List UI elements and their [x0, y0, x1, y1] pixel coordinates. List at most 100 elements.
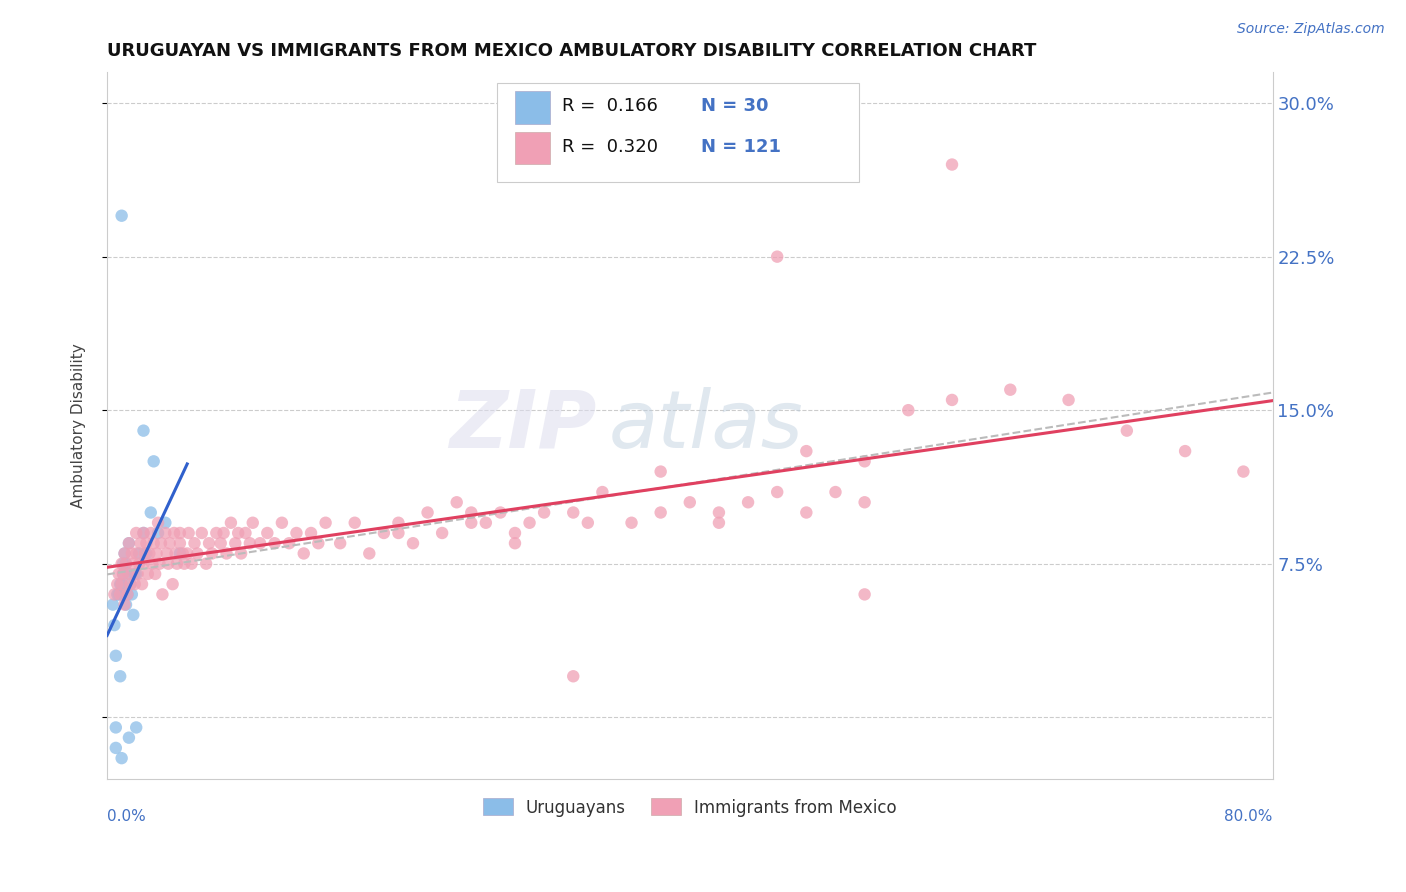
Point [235, 526, 257, 541]
Point [115, 557, 138, 571]
Point [139, 526, 162, 541]
Point [117, 587, 139, 601]
Point [180, 557, 202, 571]
Point [226, 526, 249, 541]
Point [387, 526, 409, 541]
Point [132, 424, 155, 438]
Point [591, 485, 613, 500]
Point [209, 536, 232, 550]
Point [148, 557, 170, 571]
Point [173, 557, 195, 571]
Point [111, 751, 134, 765]
Point [115, 598, 138, 612]
Point [107, 587, 129, 601]
FancyBboxPatch shape [515, 92, 550, 124]
Point [118, 731, 141, 745]
Text: Source: ZipAtlas.com: Source: ZipAtlas.com [1237, 22, 1385, 37]
Point [111, 577, 134, 591]
Point [118, 566, 141, 581]
Point [766, 250, 789, 264]
Point [132, 526, 155, 541]
Point [112, 557, 135, 571]
Point [142, 536, 165, 550]
Point [205, 526, 228, 541]
Point [176, 546, 198, 560]
Point [132, 526, 155, 541]
Point [146, 526, 169, 541]
Text: atlas: atlas [609, 386, 803, 465]
Point [460, 506, 482, 520]
Text: URUGUAYAN VS IMMIGRANTS FROM MEXICO AMBULATORY DISABILITY CORRELATION CHART: URUGUAYAN VS IMMIGRANTS FROM MEXICO AMBU… [107, 42, 1036, 60]
Point [135, 546, 157, 560]
Point [103, 587, 125, 601]
Point [650, 506, 672, 520]
Text: R =  0.166: R = 0.166 [561, 97, 658, 115]
Point [120, 577, 142, 591]
Point [897, 403, 920, 417]
Point [118, 536, 141, 550]
Point [475, 516, 498, 530]
Point [796, 444, 818, 458]
Point [191, 526, 214, 541]
Point [125, 546, 148, 560]
Point [125, 721, 148, 735]
Point [155, 516, 177, 530]
Text: N = 121: N = 121 [702, 137, 782, 155]
Point [169, 526, 191, 541]
Point [142, 454, 165, 468]
Point [131, 577, 153, 591]
Point [121, 587, 143, 601]
Point [853, 454, 876, 468]
Point [124, 566, 146, 581]
Point [201, 546, 224, 560]
Point [941, 157, 963, 171]
FancyBboxPatch shape [515, 132, 550, 164]
Point [143, 566, 166, 581]
Point [562, 506, 585, 520]
Point [242, 516, 264, 530]
Point [707, 506, 730, 520]
Point [121, 546, 143, 560]
Point [169, 536, 191, 550]
Point [215, 546, 238, 560]
Point [285, 526, 308, 541]
Point [141, 557, 163, 571]
Point [134, 546, 156, 560]
Point [183, 536, 205, 550]
Point [198, 536, 221, 550]
Point [460, 516, 482, 530]
Point [239, 536, 262, 550]
FancyBboxPatch shape [498, 83, 859, 182]
Point [117, 587, 139, 601]
Point [145, 546, 167, 560]
Point [177, 526, 200, 541]
Point [853, 587, 876, 601]
Point [853, 495, 876, 509]
Point [138, 546, 160, 560]
Point [149, 536, 172, 550]
Point [112, 566, 135, 581]
Point [229, 546, 252, 560]
Point [343, 516, 366, 530]
Point [737, 495, 759, 509]
Point [416, 506, 439, 520]
Legend: Uruguayans, Immigrants from Mexico: Uruguayans, Immigrants from Mexico [477, 792, 904, 823]
Point [796, 506, 818, 520]
Point [114, 546, 136, 560]
Point [125, 566, 148, 581]
Point [111, 209, 134, 223]
Point [186, 546, 208, 560]
Point [503, 536, 526, 550]
Point [115, 557, 138, 571]
Point [125, 526, 148, 541]
Point [249, 536, 271, 550]
Point [212, 526, 235, 541]
Point [766, 485, 789, 500]
Point [1174, 444, 1197, 458]
Point [165, 546, 187, 560]
Point [159, 536, 181, 550]
Point [195, 557, 218, 571]
Point [941, 392, 963, 407]
Point [129, 536, 152, 550]
Point [108, 669, 131, 683]
